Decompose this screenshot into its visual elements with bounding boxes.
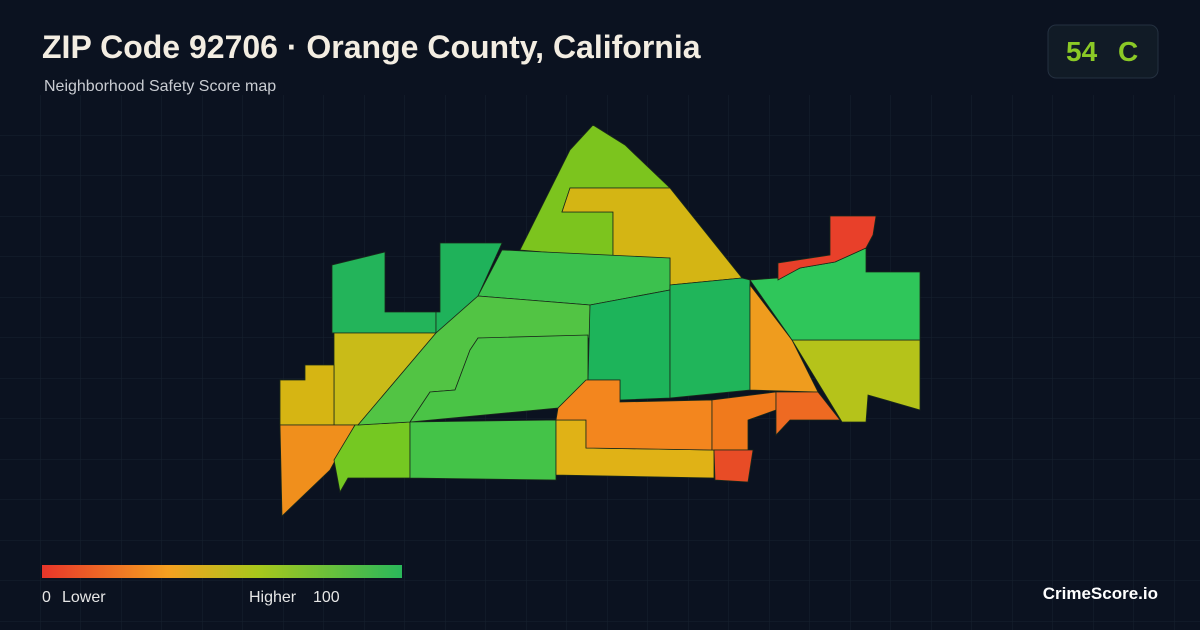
legend-min-label: Lower: [62, 589, 106, 606]
subtitle: Neighborhood Safety Score map: [44, 78, 276, 95]
legend-gradient: [42, 565, 402, 578]
neighborhood: [279, 424, 356, 517]
neighborhood: [555, 379, 713, 451]
neighborhood: [409, 419, 557, 481]
legend-max-label: Higher: [249, 589, 297, 606]
title: ZIP Code 92706 · Orange County, Californ…: [42, 29, 701, 65]
zip-map: [279, 124, 921, 517]
legend-max: 100: [313, 589, 340, 606]
score-grade: C: [1118, 36, 1138, 67]
legend-min: 0: [42, 589, 51, 606]
neighborhood: [669, 277, 751, 399]
neighborhood: [777, 215, 877, 281]
neighborhood: [713, 449, 754, 483]
score-badge: [1047, 24, 1159, 79]
neighborhood: [775, 391, 841, 437]
brand: CrimeScore.io: [1043, 584, 1158, 603]
score-value: 54: [1066, 36, 1098, 67]
